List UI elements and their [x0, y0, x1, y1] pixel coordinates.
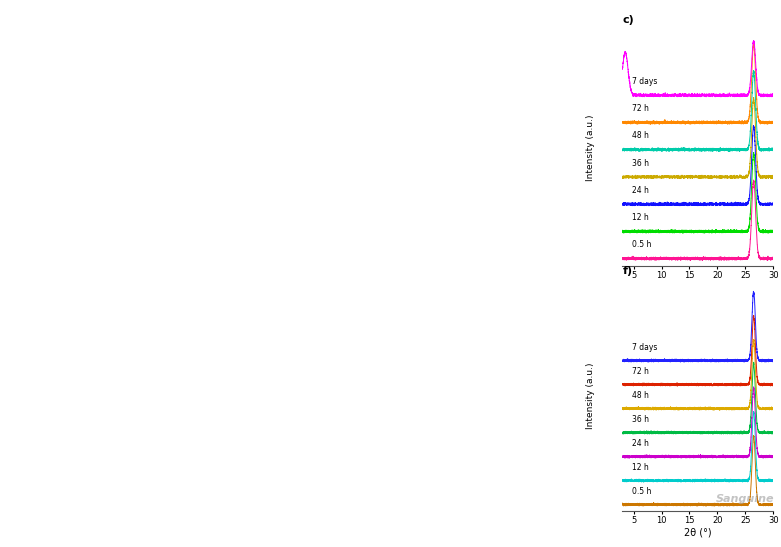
Text: 48 h: 48 h — [632, 391, 648, 400]
Text: f): f) — [622, 266, 633, 276]
X-axis label: 2θ (°): 2θ (°) — [684, 527, 711, 537]
Text: 7 days: 7 days — [632, 77, 657, 86]
Text: 24 h: 24 h — [632, 439, 648, 449]
X-axis label: 2θ (°): 2θ (°) — [684, 282, 711, 292]
Text: 12 h: 12 h — [632, 463, 648, 473]
Text: 0.5 h: 0.5 h — [632, 240, 651, 249]
Text: 7 days: 7 days — [632, 344, 657, 352]
Text: 12 h: 12 h — [632, 213, 648, 222]
Text: 36 h: 36 h — [632, 415, 648, 424]
Text: 36 h: 36 h — [632, 159, 648, 167]
Text: 0.5 h: 0.5 h — [632, 487, 651, 496]
Text: 72 h: 72 h — [632, 104, 648, 113]
Text: 24 h: 24 h — [632, 186, 648, 195]
Text: 48 h: 48 h — [632, 131, 648, 141]
Y-axis label: Intensity (a.u.): Intensity (a.u.) — [587, 363, 595, 429]
Text: c): c) — [622, 15, 634, 25]
Y-axis label: Intensity (a.u.): Intensity (a.u.) — [587, 115, 595, 181]
Text: Sanguine: Sanguine — [716, 494, 775, 504]
Text: 72 h: 72 h — [632, 368, 648, 376]
